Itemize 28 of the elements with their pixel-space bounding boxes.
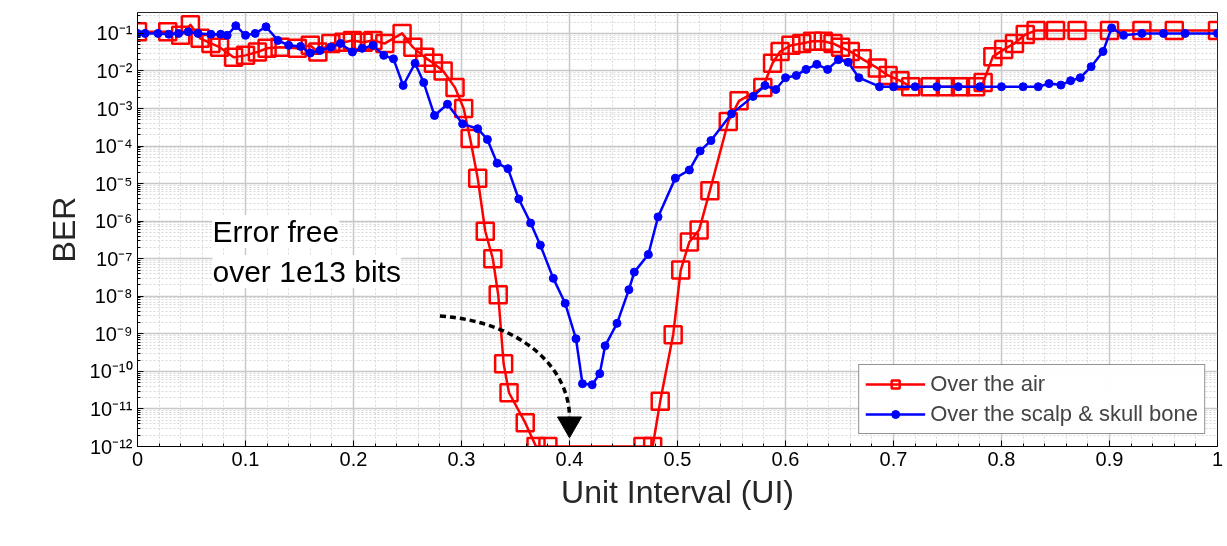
x-tick-label: 0.4 bbox=[555, 447, 584, 470]
y-tick-label: 10⁻⁸ bbox=[94, 285, 133, 308]
y-tick-label: 10⁻⁵ bbox=[94, 172, 133, 195]
x-tick-label: 0.5 bbox=[663, 447, 692, 470]
y-tick-label: 10⁻³ bbox=[96, 97, 133, 120]
y-tick-label: 10⁻⁹ bbox=[94, 322, 133, 345]
x-tick-label: 0.6 bbox=[771, 447, 800, 470]
y-tick-label: 10⁻¹² bbox=[89, 435, 133, 458]
y-tick-label: 10⁻⁷ bbox=[96, 247, 133, 270]
x-tick-label: 0.1 bbox=[231, 447, 260, 470]
x-tick-label: 0.7 bbox=[879, 447, 908, 470]
annotation: Error free over 1e13 bits bbox=[212, 215, 401, 288]
y-tick-label: 10⁻² bbox=[96, 59, 133, 82]
y-tick-label: 10⁻¹⁰ bbox=[89, 360, 133, 383]
x-tick-label: 0.8 bbox=[987, 447, 1016, 470]
y-axis-title: BER bbox=[45, 196, 82, 263]
y-tick-label: 10⁻¹¹ bbox=[89, 397, 133, 420]
legend-label: Over the scalp & skull bone bbox=[930, 401, 1198, 427]
x-tick-label: 0.9 bbox=[1095, 447, 1124, 470]
y-tick-label: 10⁻⁴ bbox=[94, 135, 133, 158]
x-tick-label: 1 bbox=[1211, 447, 1224, 470]
y-tick-label: 10⁻⁶ bbox=[95, 210, 133, 233]
x-tick-label: 0 bbox=[131, 447, 144, 470]
x-tick-label: 0.3 bbox=[447, 447, 476, 470]
y-tick-label: 10⁻¹ bbox=[96, 22, 133, 45]
legend-label: Over the air bbox=[930, 371, 1046, 397]
x-tick-label: 0.2 bbox=[339, 447, 368, 470]
x-axis-title: Unit Interval (UI) bbox=[561, 473, 794, 510]
